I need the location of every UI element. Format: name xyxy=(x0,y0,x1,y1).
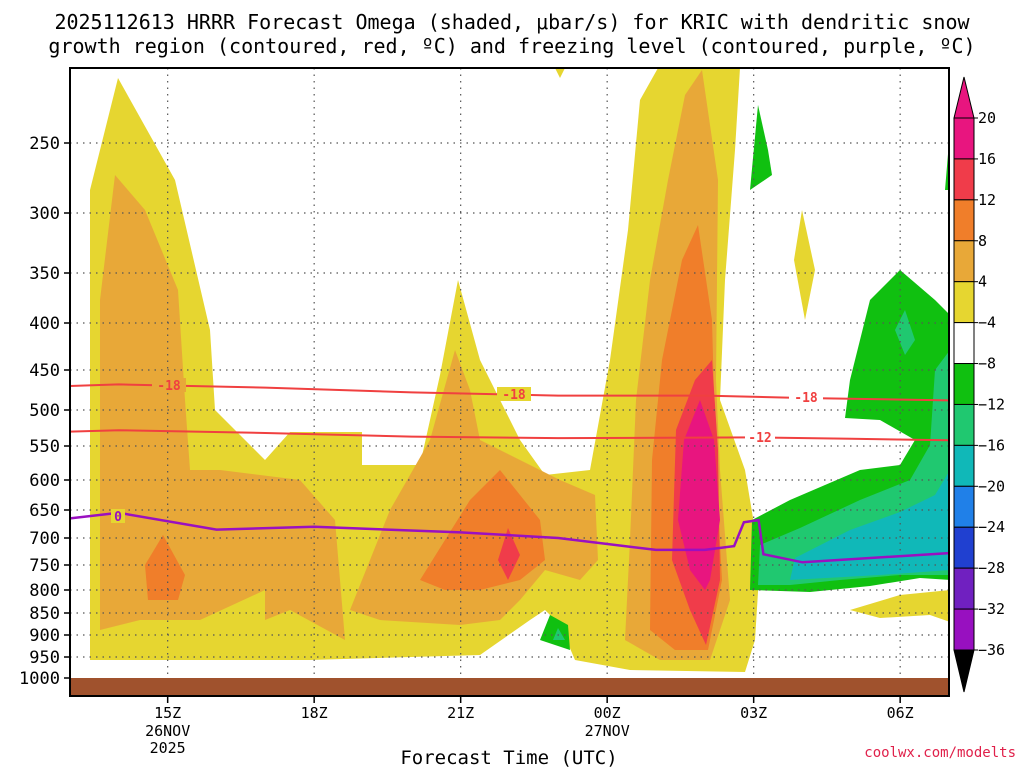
colorbar-swatch xyxy=(953,322,975,365)
omega-region-16-20 xyxy=(498,528,520,580)
colorbar-label: 16 xyxy=(978,150,996,168)
colorbar-label: −8 xyxy=(978,355,996,373)
freezing-level-label: 0 xyxy=(114,510,122,525)
colorbar-label: 12 xyxy=(978,191,996,209)
colorbar-bottom-arrow xyxy=(953,649,975,693)
plot-frame xyxy=(69,67,950,697)
y-tick-label: 800 xyxy=(29,581,60,601)
omega-region-12-16 xyxy=(145,535,185,600)
gridlines xyxy=(70,68,949,678)
y-tick-label: 350 xyxy=(29,264,60,284)
colorbar-swatch xyxy=(953,240,975,283)
colorbar-label: −12 xyxy=(978,395,1005,413)
colorbar-swatch xyxy=(953,363,975,405)
y-tick-label: 300 xyxy=(29,204,60,224)
colorbar-label: −28 xyxy=(978,559,1005,577)
dgz-top-label: -18 xyxy=(157,379,181,394)
colorbar-label: −36 xyxy=(978,641,1005,659)
omega-region-4-8 xyxy=(850,590,949,622)
omega-region-neg8-neg12 xyxy=(553,628,565,640)
colorbar-label: 8 xyxy=(978,232,987,250)
x-tick-label: 18Z xyxy=(301,704,328,722)
dgz-top-label: -18 xyxy=(502,388,526,403)
colorbar-swatch xyxy=(953,485,975,528)
y-tick-label: 900 xyxy=(29,626,60,646)
y-tick-label: 850 xyxy=(29,604,60,624)
x-tick-label: 03Z xyxy=(740,704,767,722)
colorbar-swatch xyxy=(953,403,975,446)
y-tick-label: 500 xyxy=(29,401,60,421)
omega-region-4-8 xyxy=(794,210,815,320)
ground-surface xyxy=(70,678,949,696)
colorbar-swatch xyxy=(953,117,975,160)
omega-region-4-8 xyxy=(555,68,565,78)
colorbar-top-arrow xyxy=(953,76,975,119)
colorbar-label: −24 xyxy=(978,518,1005,536)
y-tick-label: 600 xyxy=(29,471,60,491)
colorbar-swatch xyxy=(953,199,975,242)
y-tick-label: 450 xyxy=(29,361,60,381)
x-tick-label: 06Z xyxy=(887,704,914,722)
freezing-level-contour xyxy=(70,511,949,564)
omega-region-neg4-neg8 xyxy=(750,105,772,190)
colorbar-swatch xyxy=(953,158,975,201)
colorbar-swatch xyxy=(953,526,975,569)
colorbar-label: −16 xyxy=(978,436,1005,454)
colorbar-label: 4 xyxy=(978,273,987,291)
colorbar-label: −32 xyxy=(978,600,1005,618)
omega-region-8-12 xyxy=(100,175,345,640)
x-tick-label: 27NOV xyxy=(585,722,630,740)
y-tick-label: 700 xyxy=(29,529,60,549)
omega-shading xyxy=(90,68,949,672)
dgz-top-label: -18 xyxy=(794,391,818,406)
y-tick-label: 950 xyxy=(29,648,60,668)
omega-region-neg4-neg8 xyxy=(540,615,570,650)
y-tick-label: 550 xyxy=(29,437,60,457)
x-tick-label: 2025 xyxy=(150,739,186,757)
y-axis: 2503003504004505005506006507007508008509… xyxy=(19,134,70,689)
y-tick-label: 750 xyxy=(29,556,60,576)
colorbar: 20 16 12 8 4 −4 −8 −12 −16 −20 −24 −28 −32 −36 xyxy=(953,76,1005,693)
watermark: coolwx.com/modelts xyxy=(864,745,1016,761)
colorbar-label: −4 xyxy=(978,314,996,332)
chart-title-line1: 2025112613 HRRR Forecast Omega (shaded, … xyxy=(54,10,970,34)
x-tick-label: 15Z xyxy=(154,704,181,722)
dgz-bottom-label: -12 xyxy=(748,431,771,446)
chart-title-line2: growth region (contoured, red, ºC) and f… xyxy=(48,34,975,58)
omega-region-neg8-neg12 xyxy=(895,310,915,355)
colorbar-label: 20 xyxy=(978,109,996,127)
omega-region-20-plus xyxy=(678,400,720,590)
colorbar-swatch xyxy=(953,281,975,324)
colorbar-swatch xyxy=(953,444,975,487)
y-tick-label: 1000 xyxy=(19,669,60,689)
colorbar-swatch xyxy=(953,608,975,651)
y-tick-label: 650 xyxy=(29,501,60,521)
colorbar-label: −20 xyxy=(978,477,1005,495)
y-tick-label: 400 xyxy=(29,314,60,334)
x-tick-label: 26NOV xyxy=(145,722,190,740)
colorbar-swatch xyxy=(953,567,975,610)
omega-region-neg12-neg16 xyxy=(790,471,949,580)
dgz-top-contour xyxy=(70,383,949,402)
dgz-bottom-contour xyxy=(70,429,949,442)
x-tick-label: 21Z xyxy=(447,704,474,722)
x-tick-label: 00Z xyxy=(594,704,621,722)
x-axis-label: Forecast Time (UTC) xyxy=(400,747,617,768)
y-tick-label: 250 xyxy=(29,134,60,154)
